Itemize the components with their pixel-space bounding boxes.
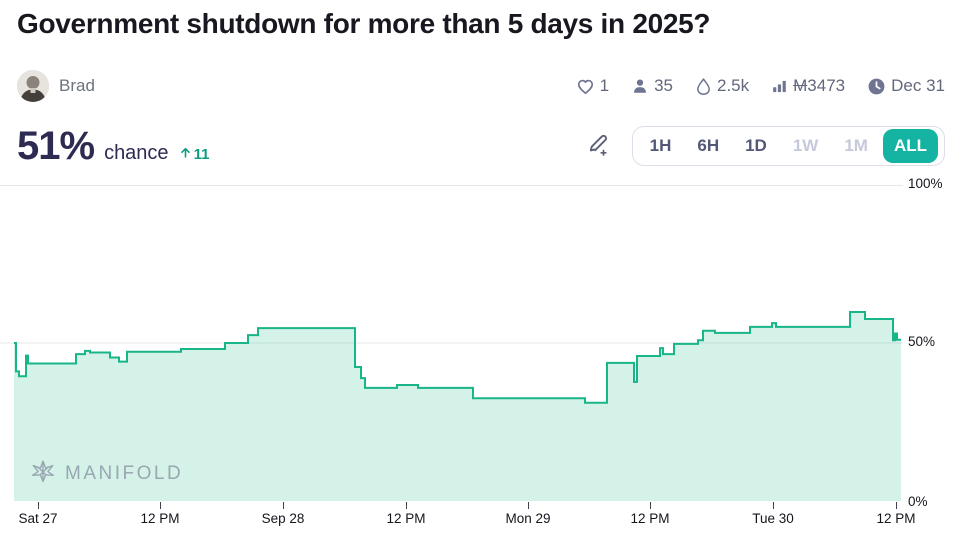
traders-stat: 35 (631, 76, 673, 96)
liquidity-stat: 2.5k (695, 76, 749, 96)
droplet-icon (695, 77, 712, 96)
time-range-selector: 1H 6H 1D 1W 1M ALL (631, 126, 945, 166)
chart-controls: 1H 6H 1D 1W 1M ALL (584, 126, 945, 166)
close-date: Dec 31 (891, 76, 945, 95)
likes-stat[interactable]: 1 (576, 76, 609, 96)
probability-chart[interactable]: 100% 50% 0% Sat 27 12 PM Sep 28 12 PM Mon 29 12… (0, 176, 962, 526)
page-title: Government shutdown for more than 5 days… (17, 8, 711, 39)
x-axis-label: Tue 30 (752, 511, 794, 526)
x-axis-label: 12 PM (876, 511, 916, 526)
creator-link[interactable]: Brad (17, 70, 95, 102)
x-axis-tick (649, 502, 651, 509)
close-date-stat: Dec 31 (867, 76, 945, 96)
x-axis-tick (159, 502, 161, 509)
y-axis-label: 0% (908, 494, 928, 509)
person-icon (631, 77, 649, 95)
probability-label: chance (104, 141, 169, 164)
x-axis-tick (772, 502, 774, 509)
x-axis-tick (405, 502, 407, 509)
x-axis-label: Sat 27 (18, 511, 58, 526)
mana-symbol: M (793, 76, 808, 95)
pencil-plus-icon[interactable] (584, 130, 612, 163)
range-button-1m[interactable]: 1M (833, 129, 879, 163)
creator-name: Brad (59, 76, 95, 95)
clock-icon (867, 77, 886, 96)
y-axis-label: 100% (908, 176, 943, 191)
x-axis-label: 12 PM (386, 511, 426, 526)
x-axis-label: 12 PM (630, 511, 670, 526)
range-button-all[interactable]: ALL (882, 129, 938, 163)
creator-row: Brad 1 35 (17, 68, 945, 104)
x-axis-label: Mon 29 (505, 511, 551, 526)
probability-change: 11 (179, 146, 209, 163)
probability-display: 51% chance 11 (17, 124, 209, 169)
x-axis-tick (527, 502, 529, 509)
likes-count: 1 (599, 76, 610, 95)
y-axis-label: 50% (908, 334, 936, 349)
range-button-6h[interactable]: 6H (686, 129, 730, 163)
x-axis-label: 12 PM (140, 511, 180, 526)
x-axis-tick (895, 502, 897, 509)
heart-icon (576, 77, 595, 96)
volume-value: M3473 (793, 76, 846, 95)
x-axis-tick (37, 502, 39, 509)
stats-row: 1 35 2.5k (576, 76, 945, 96)
x-axis-label: Sep 28 (261, 511, 305, 526)
range-button-1w[interactable]: 1W (782, 129, 830, 163)
liquidity-value: 2.5k (716, 76, 750, 95)
probability-row: 51% chance 11 1H 6H 1D (17, 120, 945, 172)
bar-chart-icon (771, 78, 788, 95)
traders-count: 35 (654, 76, 673, 95)
range-button-1d[interactable]: 1D (734, 129, 778, 163)
x-axis-tick (282, 502, 284, 509)
avatar[interactable] (17, 70, 49, 102)
probability-value: 51% (17, 123, 95, 168)
probability-chart-svg[interactable] (0, 185, 903, 501)
arrow-up-icon (179, 146, 192, 163)
volume-stat: M3473 (771, 76, 845, 96)
range-button-1h[interactable]: 1H (639, 129, 683, 163)
